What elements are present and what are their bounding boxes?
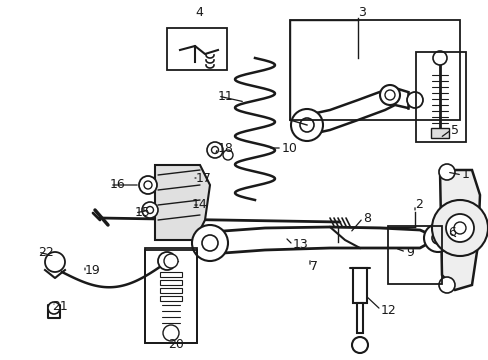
Text: 1: 1: [461, 168, 469, 181]
Bar: [387, 226, 441, 284]
Text: 2: 2: [414, 198, 422, 211]
Bar: [356, 303, 362, 333]
Text: 19: 19: [85, 264, 101, 276]
Circle shape: [379, 85, 399, 105]
Circle shape: [48, 302, 60, 314]
Circle shape: [223, 150, 232, 160]
Text: 17: 17: [196, 171, 211, 184]
Bar: [430, 128, 448, 138]
Text: 16: 16: [110, 179, 125, 192]
Bar: [352, 268, 366, 303]
Circle shape: [290, 109, 323, 141]
Polygon shape: [155, 165, 209, 240]
Circle shape: [158, 252, 176, 270]
Circle shape: [431, 232, 443, 244]
Text: 11: 11: [218, 90, 233, 103]
Text: 21: 21: [52, 300, 68, 312]
Circle shape: [384, 90, 394, 100]
Text: 18: 18: [218, 141, 233, 154]
Text: 6: 6: [447, 225, 455, 238]
Text: 13: 13: [292, 238, 308, 252]
Text: 15: 15: [135, 207, 151, 220]
Text: 20: 20: [168, 338, 183, 351]
Bar: [145, 248, 197, 343]
Circle shape: [438, 277, 454, 293]
Bar: [415, 52, 465, 142]
Circle shape: [192, 225, 227, 261]
Text: 14: 14: [192, 198, 207, 211]
Circle shape: [206, 142, 223, 158]
Circle shape: [445, 214, 473, 242]
Circle shape: [142, 202, 158, 218]
Bar: [160, 296, 182, 301]
Circle shape: [423, 224, 451, 252]
Bar: [160, 288, 182, 293]
Text: 22: 22: [38, 246, 54, 258]
Circle shape: [299, 118, 313, 132]
Text: 8: 8: [362, 211, 370, 225]
Text: 9: 9: [405, 246, 413, 258]
Circle shape: [431, 200, 487, 256]
Circle shape: [163, 254, 178, 268]
Polygon shape: [439, 170, 479, 290]
Text: 3: 3: [357, 5, 365, 18]
Circle shape: [45, 252, 65, 272]
Circle shape: [202, 235, 218, 251]
Circle shape: [453, 222, 465, 234]
Circle shape: [438, 164, 454, 180]
Circle shape: [211, 147, 218, 153]
Circle shape: [139, 176, 157, 194]
Bar: [160, 272, 182, 277]
Circle shape: [163, 325, 179, 341]
Circle shape: [146, 207, 153, 213]
Bar: [167, 28, 226, 70]
Text: 4: 4: [195, 5, 203, 18]
Bar: [289, 20, 459, 120]
Text: 5: 5: [450, 123, 458, 136]
Circle shape: [432, 51, 446, 65]
Bar: [160, 280, 182, 285]
Text: 7: 7: [309, 261, 317, 274]
Circle shape: [406, 92, 422, 108]
Circle shape: [351, 337, 367, 353]
Bar: [145, 250, 197, 343]
Circle shape: [143, 181, 152, 189]
Text: 10: 10: [282, 141, 297, 154]
Text: 12: 12: [380, 303, 396, 316]
